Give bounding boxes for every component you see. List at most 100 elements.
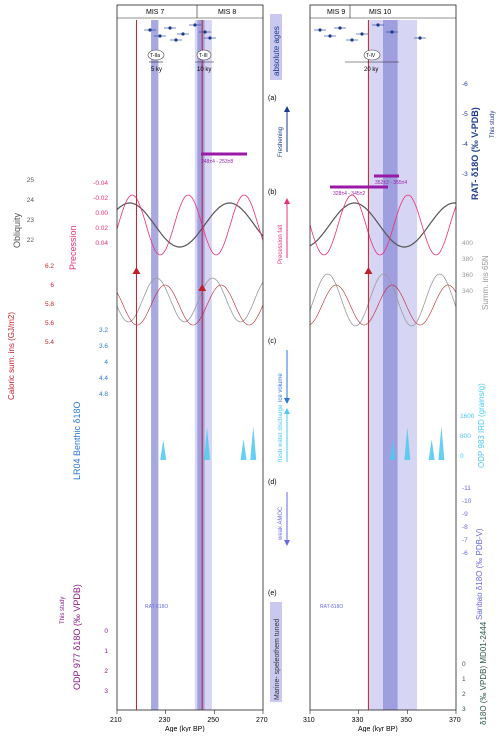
rat-tick: -6 — [462, 81, 468, 88]
sanbao-axis-label: Sanbao δ18O (‰ PDB-V) — [475, 528, 484, 620]
precession-fall-label: Precession fall — [278, 225, 284, 264]
caloric-tick: 5.6 — [45, 320, 54, 327]
tag-d: (d) — [268, 479, 277, 486]
absolute-ages-strip — [270, 14, 282, 80]
age-point — [158, 34, 162, 38]
odp977-tick: 2 — [104, 668, 108, 675]
insolation-tick: 400 — [462, 240, 473, 247]
left-panel-frame — [116, 4, 264, 711]
sanbao-tick: -9 — [462, 511, 468, 518]
caloric-right — [309, 284, 457, 326]
precession-tick: -0.02 — [93, 195, 108, 202]
freshening-label: Freshening — [278, 127, 284, 157]
odp977-tick: 3 — [104, 688, 108, 695]
caloric-tick: 5.8 — [45, 301, 54, 308]
ird-spike — [250, 426, 257, 460]
odp977-axis-label: ODP 977 δ18O (‰ VPDB) — [72, 584, 82, 690]
duration-20ky: 20 ky — [364, 67, 378, 73]
bar-label-left: 248±4 - 253±8 — [201, 159, 233, 165]
sanbao-tick: -11 — [462, 485, 471, 492]
precession-left — [116, 194, 264, 256]
duration-5ky: 5 ky — [151, 67, 162, 73]
obliquity-right — [309, 202, 457, 248]
precession-tick: -0.04 — [93, 180, 108, 187]
x-tick-label: 230 — [159, 717, 171, 724]
sanbao-tick: -10 — [462, 498, 472, 505]
lr04-tick: 4.4 — [99, 375, 108, 382]
ice-volume-label: ice volume — [278, 373, 284, 402]
termination-band — [197, 20, 205, 710]
obliquity-tick: 22 — [27, 237, 35, 244]
caloric-axis-label: Caloric sum. ins (GJ/m2) — [7, 312, 16, 400]
odp977-study-label: This study — [60, 597, 66, 624]
caloric-marker — [364, 267, 373, 274]
x-axes: 210 230 250 270 Age (kyr BP) 310 330 350 370 Age … — [110, 710, 461, 733]
x-tick-label: 330 — [352, 717, 364, 724]
termination-bands — [151, 20, 418, 710]
obliquity-axis-label: Obliquity — [12, 212, 22, 248]
panel-frames — [116, 4, 457, 711]
obliquity-tick: 24 — [27, 197, 35, 204]
ird-tick: 0 — [460, 453, 464, 460]
ird-spike — [389, 440, 396, 460]
rat-study-label: This study — [490, 111, 496, 138]
t2a-label: T-IIa — [150, 53, 160, 59]
age-point — [203, 30, 207, 34]
bar-label-right-2: 352±2 - 355±4 — [375, 180, 407, 186]
age-point — [418, 36, 422, 40]
tag-a: (a) — [268, 95, 277, 102]
precession-right — [309, 194, 457, 256]
ird-spike — [160, 440, 167, 460]
md01-tick: 1 — [462, 676, 466, 683]
ird-tick: 800 — [460, 433, 471, 440]
ird-spike — [204, 427, 211, 460]
odp977-tick: 0 — [104, 628, 108, 635]
rat-axis-label: RAT- δ18O (‰ V-PDB) — [470, 107, 480, 200]
rat-tick: -4 — [462, 141, 468, 148]
x-axis-label: Age (kyr BP) — [358, 726, 398, 732]
rat-tick: -5 — [462, 111, 468, 118]
bar-label-right-1: 328±4 - 345±2 — [333, 191, 365, 197]
caloric-tick: 6 — [50, 282, 54, 289]
x-axis-label: Age (kyr BP) — [165, 726, 205, 732]
rat-overlay-right: RAT-δ18O — [320, 604, 343, 610]
mis-7-label: MIS 7 — [146, 9, 164, 16]
fresh-water-label: fresh water discharge — [278, 404, 284, 462]
mis-10-label: MIS 10 — [369, 9, 391, 16]
precession-tick: 0.00 — [95, 210, 108, 217]
odp977-tick: 1 — [104, 648, 108, 655]
lr04-tick: 4 — [104, 359, 108, 366]
caloric-marker — [132, 267, 141, 274]
age-point — [338, 26, 342, 30]
rat-tick: -3 — [462, 171, 468, 178]
ird-spike — [404, 427, 411, 460]
insolation-tick: 380 — [462, 256, 473, 263]
obliquity-left — [116, 202, 264, 248]
right-panel-frame — [309, 4, 457, 711]
absolute-ages-label: absolute ages — [272, 26, 281, 76]
lr04-tick: 3.2 — [99, 327, 108, 334]
tag-c: (c) — [268, 338, 276, 345]
age-point — [318, 28, 322, 32]
x-tick-label: 270 — [256, 717, 268, 724]
age-point — [181, 32, 185, 36]
age-point — [174, 38, 178, 42]
ird-spike — [438, 426, 445, 460]
mis-9-label: MIS 9 — [327, 9, 345, 16]
tag-b: (b) — [268, 189, 277, 196]
lr04-tick: 4.8 — [99, 391, 108, 398]
age-point — [350, 38, 354, 42]
x-tick-label: 250 — [207, 717, 219, 724]
insolation-left — [116, 277, 264, 323]
lr04-tick: 3.6 — [99, 343, 108, 350]
caloric-left — [116, 284, 264, 326]
tag-e: (e) — [268, 590, 277, 597]
md01-tick: 2 — [462, 691, 466, 698]
caloric-marker — [198, 284, 207, 291]
age-point — [208, 36, 212, 40]
ird-spike — [428, 439, 435, 460]
insolation-axis-label: Summ. ins 65N — [481, 255, 490, 310]
